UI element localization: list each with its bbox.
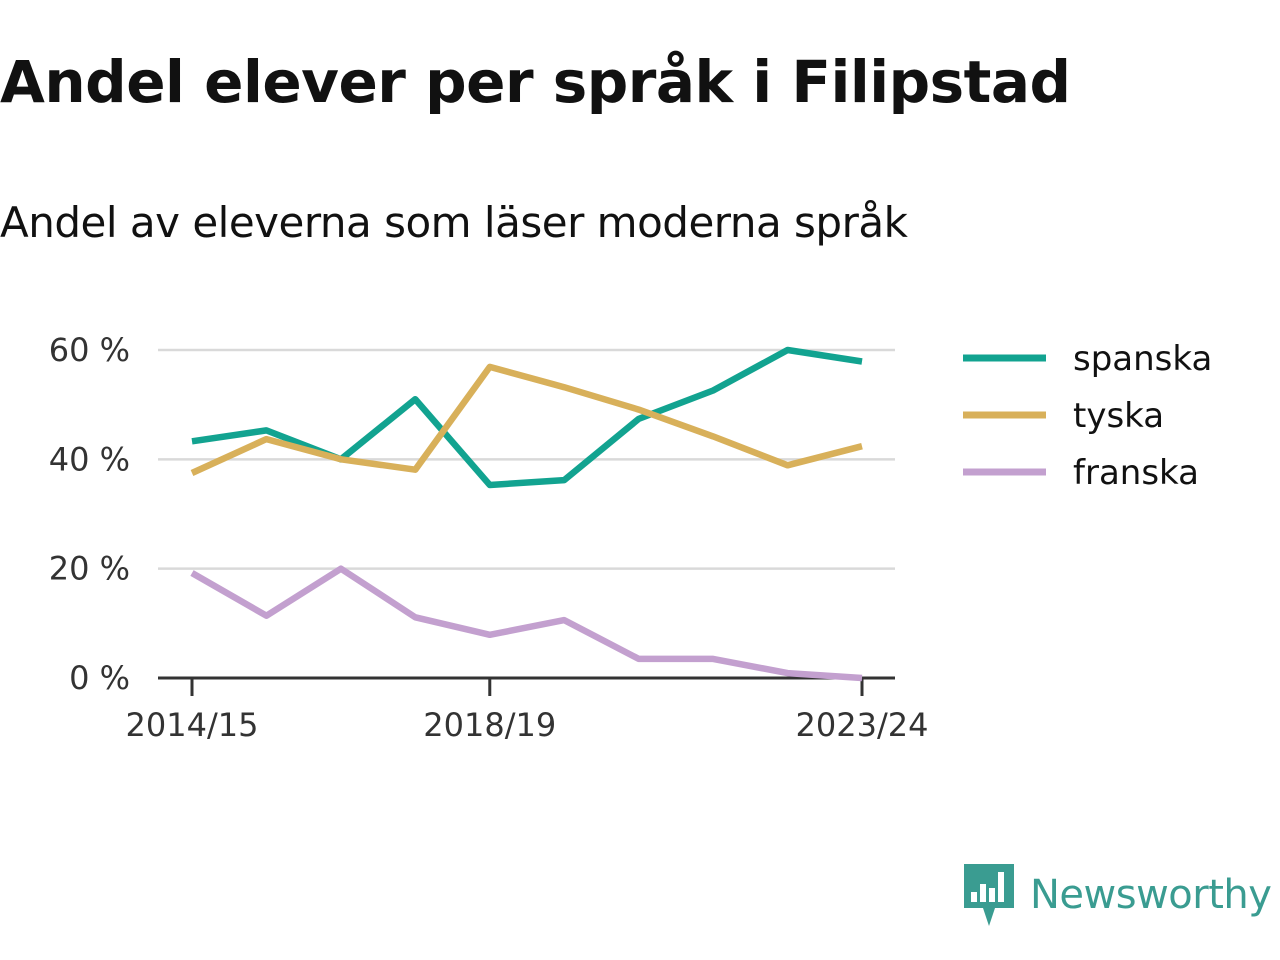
chart-title: Andel elever per språk i Filipstad — [0, 48, 1071, 116]
legend: spanska tyska franska — [963, 339, 1212, 493]
series-line-spanska — [191, 346, 863, 489]
y-tick-label: 40 % — [49, 440, 130, 478]
legend-label-franska: franska — [1073, 453, 1199, 493]
axes: 0 % 20 % 40 % 60 % 2014/15 2018/19 2023/24 — [49, 331, 929, 744]
newsworthy-logo-icon — [964, 864, 1014, 926]
series-line-tyska — [190, 363, 863, 476]
y-tick-label: 0 % — [69, 659, 130, 697]
line-chart: 0 % 20 % 40 % 60 % 2014/15 2018/19 2023/24 spa… — [49, 331, 1213, 744]
series-lines — [190, 346, 863, 682]
legend-label-spanska: spanska — [1073, 339, 1212, 379]
chart-subtitle: Andel av eleverna som läser moderna språ… — [0, 198, 908, 247]
x-tick-label: 2014/15 — [126, 706, 259, 744]
y-tick-label: 20 % — [49, 550, 130, 588]
gridlines — [158, 348, 895, 570]
series-line-franska — [190, 565, 863, 682]
newsworthy-brand: Newsworthy — [964, 864, 1272, 926]
brand-name: Newsworthy — [1030, 872, 1272, 918]
x-tick-label: 2023/24 — [796, 706, 929, 744]
legend-label-tyska: tyska — [1073, 396, 1164, 436]
x-tick-label: 2018/19 — [423, 706, 556, 744]
y-tick-label: 60 % — [49, 331, 130, 369]
